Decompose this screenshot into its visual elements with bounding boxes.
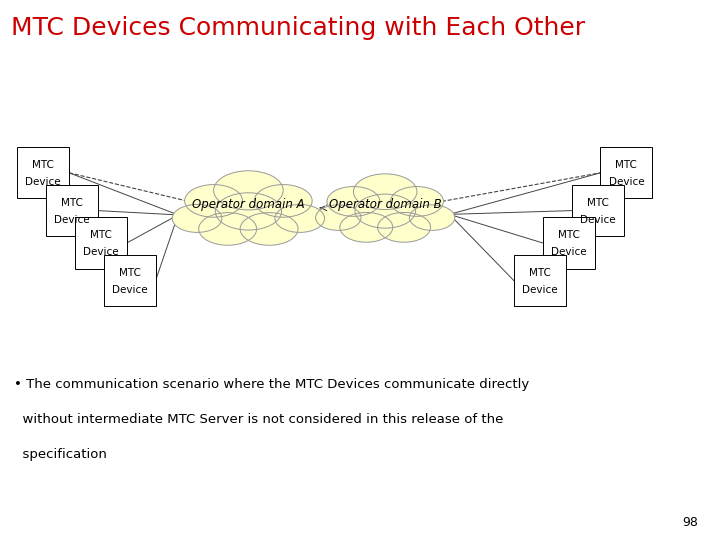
Ellipse shape: [172, 205, 222, 232]
Text: without intermediate MTC Server is not considered in this release of the: without intermediate MTC Server is not c…: [14, 413, 504, 426]
Text: MTC: MTC: [90, 230, 112, 240]
Ellipse shape: [327, 186, 380, 217]
Text: MTC: MTC: [61, 198, 83, 208]
Text: Device: Device: [551, 247, 587, 257]
Ellipse shape: [215, 193, 282, 230]
FancyBboxPatch shape: [572, 185, 624, 237]
Text: • The communication scenario where the MTC Devices communicate directly: • The communication scenario where the M…: [14, 378, 530, 391]
Text: Device: Device: [54, 215, 90, 225]
Ellipse shape: [254, 185, 312, 217]
FancyBboxPatch shape: [104, 255, 156, 306]
Text: MTC: MTC: [529, 268, 551, 278]
Text: MTC: MTC: [119, 268, 140, 278]
Ellipse shape: [340, 212, 393, 242]
Text: Device: Device: [112, 285, 148, 295]
Text: Operator domain A: Operator domain A: [192, 198, 305, 211]
Ellipse shape: [275, 205, 325, 232]
Text: MTC: MTC: [587, 198, 608, 208]
FancyBboxPatch shape: [46, 185, 98, 237]
Text: MTC: MTC: [32, 160, 54, 170]
FancyBboxPatch shape: [600, 147, 652, 198]
Text: MTC: MTC: [616, 160, 637, 170]
Text: specification: specification: [14, 448, 107, 461]
Ellipse shape: [214, 171, 283, 210]
Ellipse shape: [390, 186, 444, 217]
Text: Device: Device: [522, 285, 558, 295]
Text: MTC Devices Communicating with Each Other: MTC Devices Communicating with Each Othe…: [11, 16, 585, 40]
Ellipse shape: [199, 213, 257, 245]
FancyBboxPatch shape: [514, 255, 566, 306]
Text: Device: Device: [25, 177, 61, 187]
Ellipse shape: [410, 205, 455, 231]
Ellipse shape: [355, 194, 415, 228]
Ellipse shape: [378, 212, 431, 242]
Ellipse shape: [240, 213, 298, 245]
Text: MTC: MTC: [558, 230, 580, 240]
Text: Device: Device: [83, 247, 119, 257]
FancyBboxPatch shape: [75, 217, 127, 268]
Text: 98: 98: [683, 516, 698, 529]
Ellipse shape: [354, 174, 417, 210]
Text: Device: Device: [580, 215, 616, 225]
Ellipse shape: [315, 205, 361, 231]
Text: Operator domain B: Operator domain B: [329, 198, 441, 211]
FancyBboxPatch shape: [543, 217, 595, 268]
FancyBboxPatch shape: [17, 147, 69, 198]
Text: Device: Device: [608, 177, 644, 187]
Ellipse shape: [184, 185, 243, 217]
